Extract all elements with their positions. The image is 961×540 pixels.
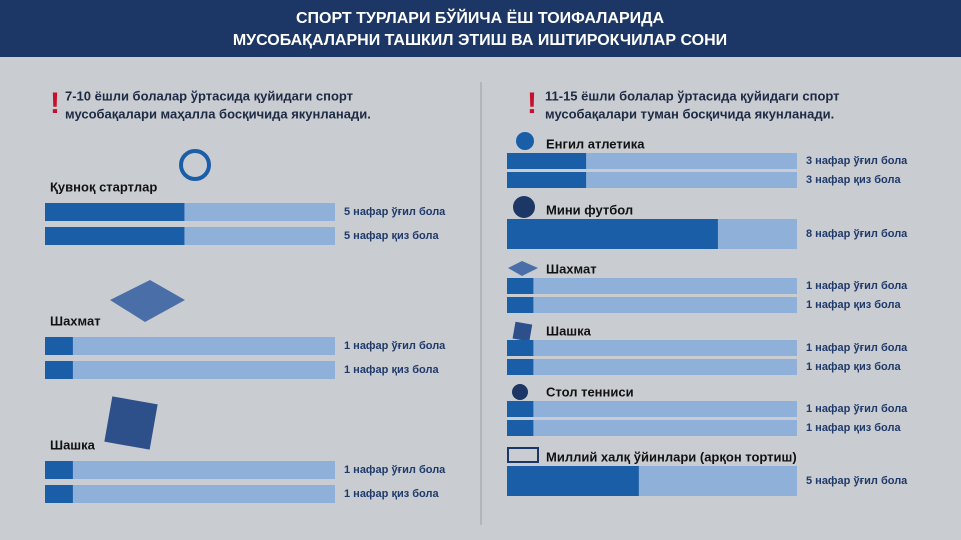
- bar: [507, 278, 534, 294]
- bar: [507, 172, 587, 188]
- bar-label: 1 нафар ўғил бола: [344, 340, 446, 352]
- bar-label: 1 нафар қиз бола: [344, 488, 439, 500]
- icon-athletics: [516, 132, 534, 150]
- bar-track: [507, 297, 797, 313]
- bar-track: [507, 401, 797, 417]
- icon-tennis: [512, 384, 528, 400]
- icons: [104, 132, 539, 463]
- bar: [507, 420, 534, 436]
- bar-label: 1 нафар қиз бола: [806, 422, 901, 434]
- sport-name: Қувноқ стартлар: [50, 179, 157, 194]
- bar: [507, 466, 639, 496]
- bar-label: 1 нафар ўғил бола: [806, 403, 908, 415]
- icon-checkers-small: [512, 321, 533, 342]
- sport-name: Миллий халқ ўйинлари (арқон тортиш): [546, 449, 797, 464]
- bar: [507, 219, 718, 249]
- title-line: СПОРТ ТУРЛАРИ БЎЙИЧА ЁШ ТОИФАЛАРИДА: [296, 7, 665, 27]
- note-line: 11-15 ёшли болалар ўртасида қуйидаги спо…: [545, 88, 840, 103]
- bar-label: 5 нафар ўғил бола: [806, 475, 908, 487]
- bar-label: 5 нафар қиз бола: [344, 230, 439, 242]
- bar: [45, 361, 73, 379]
- note-line: мусобақалари туман босқичида якунланади.: [545, 106, 834, 121]
- bar: [507, 340, 534, 356]
- bar-track: [507, 359, 797, 375]
- bar-track: [45, 461, 335, 479]
- bar: [45, 227, 185, 245]
- bar-label: 1 нафар ўғил бола: [344, 464, 446, 476]
- bar: [507, 297, 534, 313]
- icon-sport: [179, 149, 211, 181]
- bar: [507, 153, 587, 169]
- sport-name: Енгил атлетика: [546, 136, 645, 151]
- bar: [507, 359, 534, 375]
- icon-tug: [507, 447, 539, 463]
- bar-track: [45, 485, 335, 503]
- bar-track: [507, 278, 797, 294]
- sport-name: Стол тенниси: [546, 384, 634, 399]
- bar-label: 1 нафар қиз бола: [806, 361, 901, 373]
- bar-track: [507, 340, 797, 356]
- bar-label: 1 нафар қиз бола: [806, 299, 901, 311]
- bar-label: 1 нафар ўғил бола: [806, 280, 908, 292]
- note-line: 7-10 ёшли болалар ўртасида қуйидаги спор…: [65, 88, 353, 103]
- bar-label: 3 нафар қиз бола: [806, 174, 901, 186]
- sport-name: Шашка: [546, 323, 592, 338]
- icon-chess: [110, 280, 185, 322]
- sport-name: Шахмат: [546, 261, 597, 276]
- note-line: мусобақалари маҳалла босқичида якунланад…: [65, 106, 371, 121]
- bar-label: 1 нафар қиз бола: [344, 364, 439, 376]
- bar-label: 8 нафар ўғил бола: [806, 228, 908, 240]
- title-line: МУСОБАҚАЛАРНИ ТАШКИЛ ЭТИШ ВА ИШТИРОКЧИЛА…: [233, 32, 727, 49]
- header-bar: [0, 0, 961, 57]
- sport-name: Мини футбол: [546, 202, 633, 217]
- bar-track: [507, 420, 797, 436]
- bar-track: [45, 337, 335, 355]
- alert-mark: !: [50, 87, 60, 120]
- bar: [507, 401, 534, 417]
- bar-label: 5 нафар ўғил бола: [344, 206, 446, 218]
- sport-name: Шахмат: [50, 313, 101, 328]
- bar-label: 3 нафар ўғил бола: [806, 155, 908, 167]
- icon-checkers: [104, 396, 158, 450]
- bar: [45, 337, 73, 355]
- bar: [45, 485, 73, 503]
- icon-chess-small: [508, 261, 538, 276]
- bar: [45, 203, 185, 221]
- bar: [45, 461, 73, 479]
- bar-label: 1 нафар ўғил бола: [806, 342, 908, 354]
- icon-football: [513, 196, 535, 218]
- sport-name: Шашка: [50, 437, 96, 452]
- alert-mark: !: [527, 87, 537, 120]
- bar-track: [45, 361, 335, 379]
